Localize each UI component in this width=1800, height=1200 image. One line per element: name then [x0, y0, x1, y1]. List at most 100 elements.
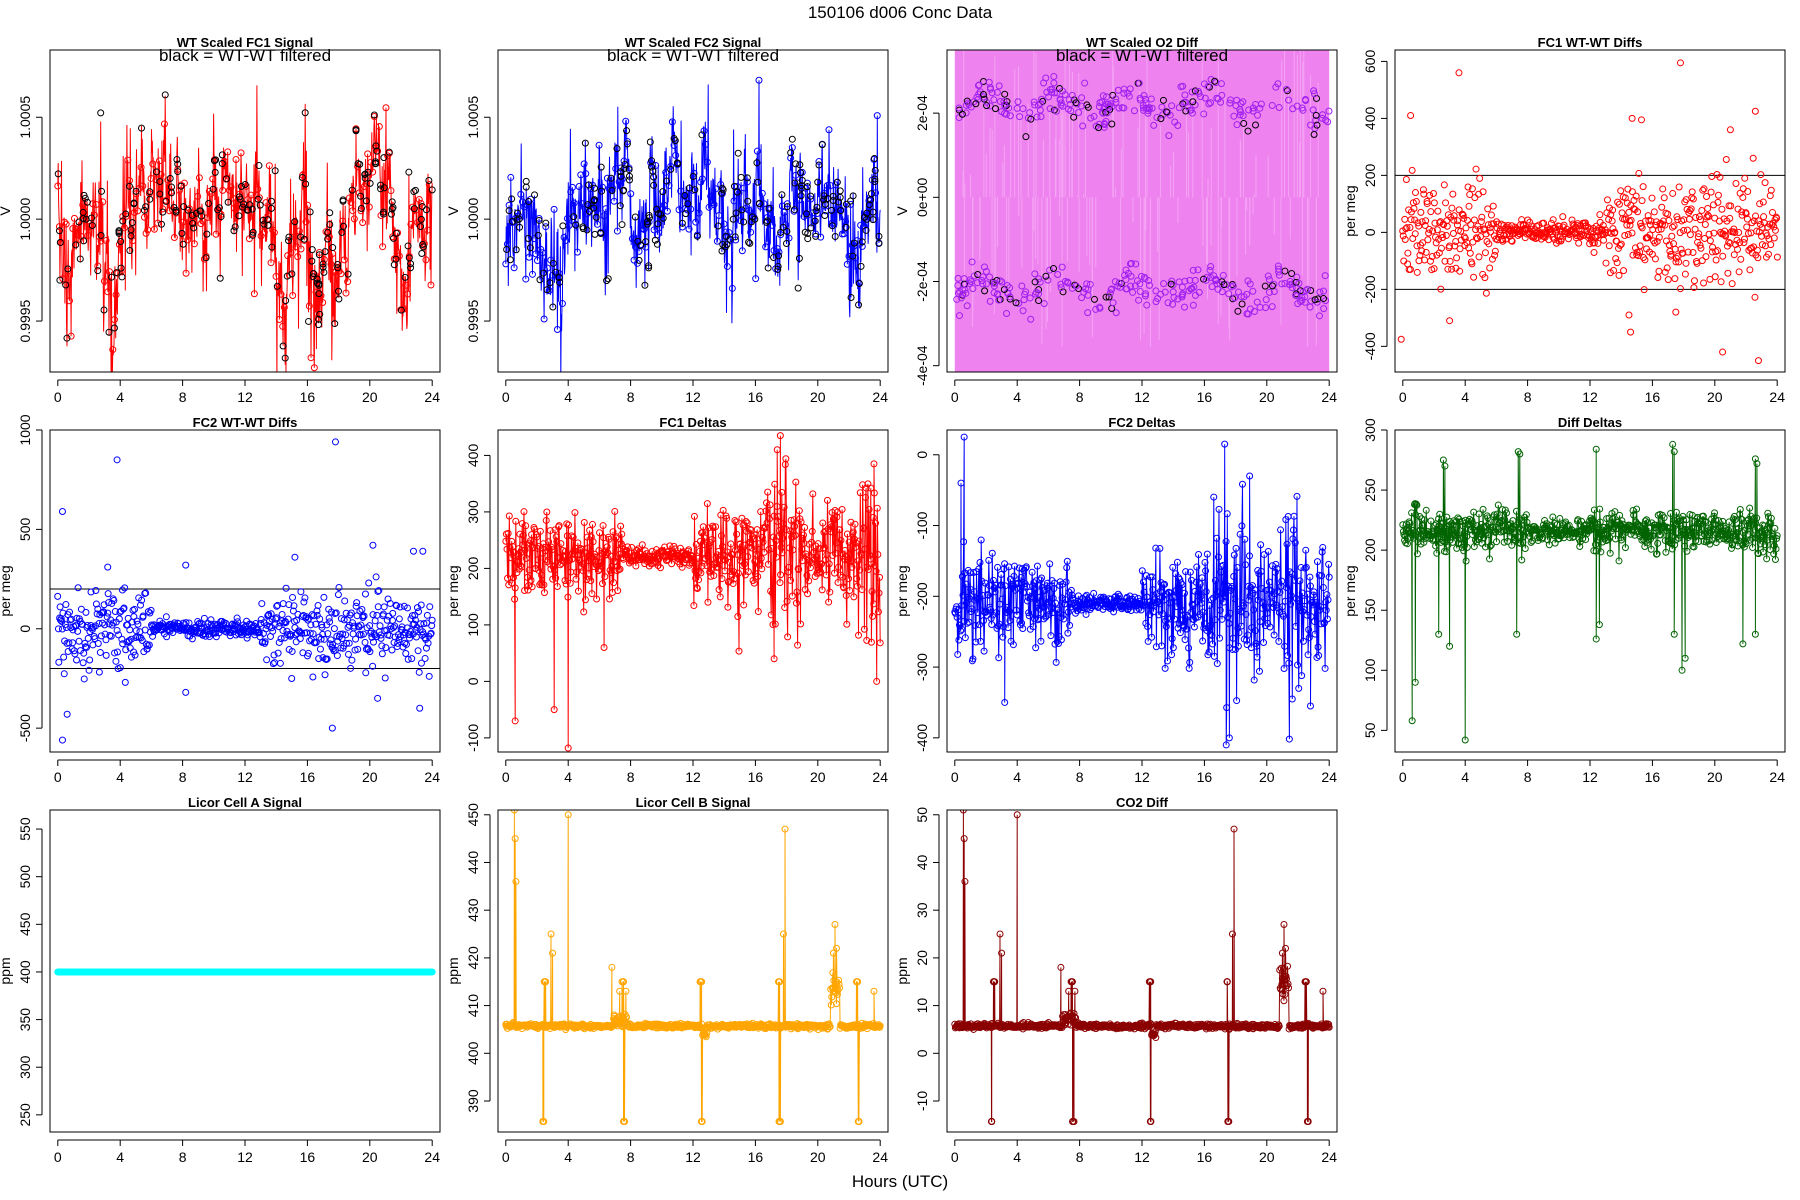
filtered-point	[259, 216, 267, 224]
data-point	[791, 522, 799, 530]
data-point	[698, 562, 706, 570]
data-point	[1292, 622, 1300, 630]
data-point	[1319, 543, 1327, 551]
filtered-point	[871, 166, 879, 174]
data-point	[733, 551, 741, 559]
data-point	[372, 573, 380, 581]
data-point	[738, 247, 746, 255]
data-point	[730, 568, 738, 576]
filtered-point	[404, 242, 412, 250]
filtered-point	[177, 182, 185, 190]
data-point	[797, 518, 805, 526]
data-point	[795, 566, 803, 574]
data-point	[804, 590, 812, 598]
data-point	[1306, 702, 1314, 710]
data-point	[162, 613, 170, 621]
data-point	[1090, 589, 1098, 597]
data-point	[1758, 241, 1766, 249]
data-point	[1287, 600, 1295, 608]
data-point	[757, 508, 765, 516]
data-point	[1240, 119, 1248, 127]
data-point	[1240, 602, 1248, 610]
filtered-point	[338, 228, 346, 236]
data-point	[1075, 108, 1083, 116]
data-point	[1427, 517, 1435, 525]
data-point	[799, 531, 807, 539]
data-point	[150, 225, 158, 233]
data-point	[1236, 530, 1244, 538]
data-point	[1450, 216, 1458, 224]
x-axis: 0 4 8 12 16 20 24	[1399, 379, 1785, 405]
data-point	[981, 579, 989, 587]
plot-area-p2	[502, 76, 883, 372]
data-point	[317, 635, 325, 643]
data-point	[977, 536, 985, 544]
data-point	[1195, 551, 1203, 559]
x-axis: 0 4 8 12 16 20 24	[502, 759, 888, 785]
filtered-point	[366, 179, 374, 187]
data-point	[127, 635, 135, 643]
data-point	[846, 550, 854, 558]
data-point	[297, 245, 305, 253]
data-point	[770, 655, 778, 663]
data-point	[1607, 229, 1615, 237]
data-point	[84, 231, 92, 239]
data-point	[1475, 510, 1483, 518]
filtered-point	[159, 208, 167, 216]
data-point	[369, 541, 377, 549]
data-point	[1057, 636, 1065, 644]
data-point	[754, 572, 762, 580]
data-point	[1230, 551, 1238, 559]
data-point	[122, 212, 130, 220]
data-point	[1120, 104, 1128, 112]
data-point	[1183, 625, 1191, 633]
data-point	[136, 601, 144, 609]
data-point	[1549, 513, 1557, 521]
data-point	[1773, 253, 1781, 261]
filtered-point	[127, 226, 135, 234]
data-point	[324, 630, 332, 638]
data-point	[1706, 529, 1714, 537]
data-point	[608, 184, 616, 192]
data-point	[60, 218, 68, 226]
data-point	[1148, 573, 1156, 581]
data-point	[1058, 594, 1066, 602]
data-point	[1617, 240, 1625, 248]
data-point	[1108, 285, 1116, 293]
data-point	[537, 245, 545, 253]
data-point	[1719, 348, 1727, 356]
filtered-point	[357, 192, 365, 200]
plot-frame	[497, 49, 889, 373]
data-point	[1192, 578, 1200, 586]
filtered-point	[329, 244, 337, 252]
data-point	[1771, 226, 1779, 234]
data-point	[837, 536, 845, 544]
data-point	[1188, 109, 1196, 117]
data-point	[1004, 624, 1012, 632]
data-point	[254, 185, 262, 193]
x-axis: 0 4 8 12 16 20 24	[951, 759, 1337, 785]
filtered-point	[309, 273, 317, 281]
data-point	[795, 196, 803, 204]
data-point	[1319, 584, 1327, 592]
data-point	[1221, 593, 1229, 601]
data-point	[1705, 536, 1713, 544]
data-point	[734, 613, 742, 621]
data-point	[55, 223, 63, 231]
data-point	[588, 590, 596, 598]
data-point	[1503, 509, 1511, 517]
data-point	[857, 551, 865, 559]
data-point	[1006, 295, 1014, 303]
data-point	[782, 455, 790, 463]
data-point	[714, 548, 722, 556]
data-point	[1727, 525, 1735, 533]
data-point	[504, 529, 512, 537]
filtered-point	[648, 157, 656, 165]
data-point	[1212, 592, 1220, 600]
data-point	[1446, 642, 1454, 650]
data-point	[1633, 248, 1641, 256]
data-point	[406, 631, 414, 639]
data-point	[1216, 606, 1224, 614]
